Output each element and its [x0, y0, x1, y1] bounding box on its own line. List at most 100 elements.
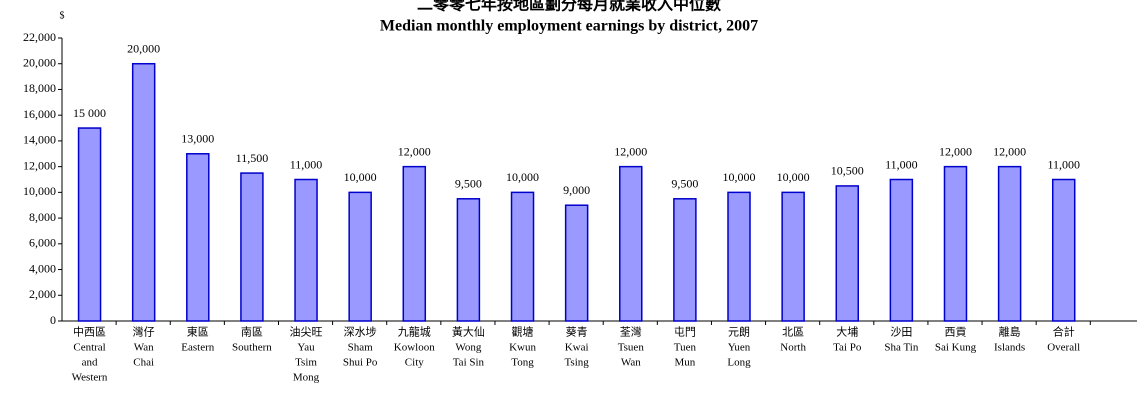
- y-tick-label: 4,000: [29, 261, 56, 275]
- value-label: 10,000: [506, 170, 539, 184]
- value-label: 12,000: [939, 144, 972, 158]
- x-tick-label: Eastern: [181, 342, 214, 354]
- y-axis-label: $: [60, 10, 65, 21]
- x-tick-label: Yau: [297, 342, 315, 354]
- value-label: 10,000: [344, 170, 377, 184]
- x-tick-label: Tuen: [674, 342, 697, 354]
- x-tick-label: Overall: [1047, 342, 1080, 354]
- y-tick-label: 10,000: [23, 184, 56, 198]
- bar: [186, 153, 210, 322]
- x-tick-label: Tsuen: [618, 342, 645, 354]
- x-tick-label: 離島: [999, 325, 1021, 339]
- x-tick-label: Wan: [621, 357, 641, 369]
- x-tick-label: Sha Tin: [884, 342, 918, 354]
- x-tick-label: 東區: [187, 326, 209, 339]
- bar: [564, 204, 589, 322]
- x-tick-label: City: [405, 357, 424, 369]
- x-tick-label: 北區: [782, 326, 804, 339]
- x-tick-label: 屯門: [674, 326, 696, 339]
- x-tick-label: 深水埗: [344, 325, 377, 339]
- x-tick-label: Islands: [994, 342, 1025, 354]
- x-tick-label: Chai: [133, 357, 154, 369]
- value-label: 12,000: [398, 144, 431, 158]
- y-tick-label: 14,000: [23, 133, 56, 147]
- y-tick-label: 6,000: [29, 236, 56, 250]
- value-label: 12,000: [993, 144, 1026, 158]
- bar: [294, 178, 318, 322]
- bar: [781, 191, 805, 322]
- bar: [131, 62, 156, 322]
- x-tick-label: Wong: [455, 342, 482, 354]
- bar: [619, 165, 643, 322]
- x-tick-label: 西貢: [944, 326, 966, 339]
- y-tick-label: 18,000: [23, 81, 56, 95]
- x-tick-label: Kwun: [509, 342, 536, 354]
- x-tick-label: Tai Sin: [453, 357, 485, 369]
- value-label: 11,500: [236, 151, 269, 165]
- chart-title: 二零零七年按地區劃分每月就業收入中位數: [417, 0, 721, 14]
- value-label: 9,500: [455, 177, 482, 191]
- x-tick-label: 大埔: [836, 325, 858, 339]
- y-tick-label: 8,000: [29, 210, 56, 224]
- bar: [835, 185, 859, 322]
- x-tick-label: 觀塘: [512, 325, 534, 339]
- x-tick-label: 沙田: [890, 326, 912, 339]
- y-tick-label: 16,000: [23, 107, 56, 121]
- chart-subtitle: Median monthly employment earnings by di…: [380, 18, 758, 35]
- x-tick-label: Kowloon: [394, 342, 435, 354]
- x-tick-label: 中西區: [73, 326, 106, 339]
- x-tick-label: Shui Po: [343, 357, 378, 369]
- bar: [510, 191, 535, 322]
- x-tick-label: Western: [72, 372, 108, 384]
- value-label: 15 000: [73, 106, 106, 120]
- y-tick-label: 12,000: [23, 158, 56, 172]
- value-label: 11,000: [885, 157, 918, 171]
- bar: [997, 165, 1022, 322]
- x-tick-label: Sham: [348, 342, 374, 354]
- x-tick-label: Tsim: [295, 357, 317, 369]
- x-tick-label: 元朗: [728, 326, 750, 339]
- bar: [348, 191, 372, 322]
- value-label: 10,000: [723, 170, 756, 184]
- x-tick-label: Central: [73, 342, 105, 354]
- bar: [402, 165, 427, 322]
- x-tick-label: Mong: [293, 372, 320, 384]
- x-tick-label: 油尖旺: [290, 325, 323, 339]
- y-tick-label: 0: [50, 313, 56, 327]
- bar: [77, 127, 102, 322]
- x-tick-label: 荃灣: [620, 325, 642, 339]
- value-label: 12,000: [614, 144, 647, 158]
- bar: [673, 198, 697, 322]
- x-tick-label: 九龍城: [398, 325, 431, 339]
- bar: [1051, 178, 1076, 322]
- y-tick-label: 22,000: [23, 30, 56, 44]
- value-label: 9,500: [671, 177, 698, 191]
- x-tick-label: 合計: [1053, 325, 1075, 339]
- x-tick-label: and: [82, 357, 98, 369]
- x-tick-label: Sai Kung: [935, 342, 977, 354]
- x-tick-label: North: [780, 342, 806, 354]
- x-tick-label: 灣仔: [133, 326, 155, 339]
- bar: [943, 165, 968, 322]
- y-tick-label: 2,000: [29, 287, 56, 301]
- x-tick-label: Southern: [232, 342, 272, 354]
- x-tick-label: Long: [727, 357, 751, 369]
- x-tick-label: Tong: [511, 357, 534, 369]
- x-tick-label: Tai Po: [833, 342, 862, 354]
- bar: [456, 198, 481, 322]
- x-tick-label: 南區: [241, 326, 263, 339]
- value-label: 10,500: [831, 164, 864, 178]
- y-tick-label: 20,000: [23, 55, 56, 69]
- bar: [727, 191, 751, 322]
- x-tick-label: Tsing: [564, 357, 589, 369]
- value-label: 11,000: [1047, 157, 1080, 171]
- value-label: 20,000: [127, 41, 160, 55]
- bar: [889, 178, 914, 322]
- value-label: 13,000: [181, 132, 214, 146]
- x-tick-label: Wan: [134, 342, 154, 354]
- value-label: 10,000: [777, 170, 810, 184]
- x-tick-label: Yuen: [728, 342, 751, 354]
- x-tick-label: Kwai: [565, 342, 589, 354]
